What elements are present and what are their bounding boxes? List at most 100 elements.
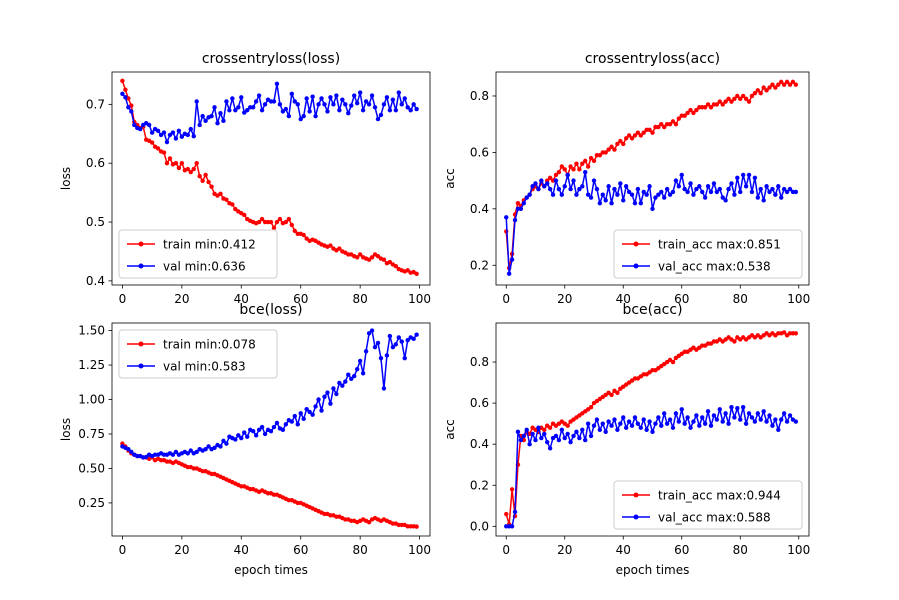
plot-3-point-1-35: val_acc max:0.588 [35]: 0.51 (606, 419, 611, 424)
plot-1-point-1-19: val_acc max:0.538 [19]: 0.45 (559, 192, 565, 197)
plot-3-legend: train_acc max:0.944 val_acc max:0.588 (613, 480, 803, 530)
plot-0-point-1-63: val min:0.636 [63]: 0.688 (307, 109, 312, 114)
plot-0-point-0-90: train min:0.412 [90]: 0.432 (387, 259, 393, 265)
plot-3-point-1-10: val_acc max:0.588 [10]: 0.42 (533, 437, 538, 443)
plot-3-point-1-62: val_acc max:0.588 [62]: 0.53 (685, 415, 690, 420)
plot-1-point-1-59: val_acc max:0.538 [59]: 0.48 (676, 184, 682, 189)
plot-3-point-0-38: train_acc max:0.944 [38]: 0.65 (615, 390, 620, 396)
plot-0-point-1-65: val min:0.636 [65]: 0.68 (313, 113, 318, 119)
plot-3-point-1-69: val_acc max:0.588 [69]: 0.56 (705, 409, 711, 414)
plot-1-point-0-17: train_acc max:0.851 [17]: 0.52 (553, 172, 559, 178)
plot-2-point-1-22: val min:0.583 [22]: 0.61 (185, 451, 190, 456)
plot-0-point-1-35: val min:0.636 [35]: 0.705 (224, 99, 229, 104)
plot-1-point-0-68: train_acc max:0.851 [68]: 0.76 (702, 105, 708, 110)
plot-1-point-1-85: val_acc max:0.538 [85]: 0.51 (752, 175, 758, 180)
plot-1-point-1-97: val_acc max:0.538 [97]: 0.47 (787, 186, 793, 192)
plot-0-legend: train min:0.412 val min:0.636 (118, 229, 278, 279)
plot-1-point-0-93: train_acc max:0.851 [93]: 0.84 (776, 82, 781, 87)
plot-0-point-0-41: train min:0.412 [41]: 0.512 (242, 212, 247, 218)
plot-3-point-0-2: train_acc max:0.944 [2]: 0.18 (509, 487, 515, 492)
plot-0-xtick-label-3: 60 (293, 292, 308, 306)
plot-0-point-1-4: val min:0.636 [4]: 0.665 (132, 122, 137, 128)
plot-2-point-1-98: val min:0.583 [98]: 1.44 (411, 336, 416, 342)
plot-3-point-1-19: val_acc max:0.588 [19]: 0.47 (559, 427, 565, 433)
plot-0-point-1-30: val min:0.636 [30]: 0.68 (209, 113, 214, 119)
plot-2-point-1-59: val min:0.583 [59]: 0.82 (295, 422, 300, 427)
plot-0-point-1-34: val min:0.636 [34]: 0.672 (221, 118, 226, 124)
plot-3-point-1-68: val_acc max:0.588 [68]: 0.5 (702, 421, 708, 426)
plot-0-point-0-53: train min:0.412 [53]: 0.505 (277, 216, 283, 222)
plot-1-point-1-42: val_acc max:0.538 [42]: 0.46 (626, 189, 632, 195)
plot-1-point-0-74: train_acc max:0.851 [74]: 0.77 (720, 102, 725, 107)
plot-1-point-1-55: val_acc max:0.538 [55]: 0.47 (664, 186, 670, 192)
plot-1-point-0-58: train_acc max:0.851 [58]: 0.7 (673, 121, 679, 127)
plot-3-point-1-91: val_acc max:0.588 [91]: 0.49 (770, 423, 775, 428)
plot-1-point-1-79: val_acc max:0.538 [79]: 0.51 (735, 175, 740, 180)
plot-1-point-1-29: val_acc max:0.538 [29]: 0.44 (588, 195, 594, 200)
plot-0-point-1-60: val min:0.636 [60]: 0.675 (298, 116, 303, 122)
plot-2-ytick-label-3: 1.00 (78, 393, 105, 407)
plot-1-point-1-54: val_acc max:0.538 [54]: 0.44 (662, 195, 667, 200)
plot-1-point-1-39: val_acc max:0.538 [39]: 0.49 (618, 181, 623, 186)
plot-1-point-1-30: val_acc max:0.538 [30]: 0.5 (591, 178, 597, 183)
plot-2-point-1-18: val min:0.583 [18]: 0.62 (173, 449, 179, 455)
plot-2-point-1-91: val min:0.583 [91]: 1.38 (390, 344, 396, 350)
plot-0-point-1-64: val min:0.636 [64]: 0.713 (310, 94, 315, 99)
plot-2-point-1-28: val min:0.583 [28]: 0.64 (203, 446, 208, 452)
plot-3-frame (495, 322, 810, 537)
plot-2-xtick-label-1: 20 (174, 543, 189, 557)
plot-1-xtick-label-1: 20 (557, 292, 572, 306)
plot-2-point-1-89: val min:0.583 [89]: 1.32 (384, 353, 390, 358)
plot-1-point-0-53: train_acc max:0.851 [53]: 0.7 (659, 121, 664, 127)
plot-3-point-1-72: val_acc max:0.588 [72]: 0.52 (714, 417, 720, 422)
plot-1-point-1-7: val_acc max:0.538 [7]: 0.44 (524, 195, 529, 200)
plot-2-point-1-80: val min:0.583 [80]: 1.28 (357, 358, 363, 364)
plot-3-point-1-87: val_acc max:0.588 [87]: 0.52 (758, 417, 763, 422)
plot-1-point-0-49: train_acc max:0.851 [49]: 0.68 (647, 127, 652, 133)
plot-1-ytick-label-1: 0.4 (470, 202, 489, 216)
plot-1-point-1-3: val_acc max:0.538 [3]: 0.36 (512, 217, 518, 223)
plot-1-point-0-63: train_acc max:0.851 [63]: 0.75 (688, 107, 693, 113)
plot-1-point-1-87: val_acc max:0.538 [87]: 0.47 (758, 186, 763, 192)
plot-1-point-0-79: train_acc max:0.851 [79]: 0.8 (735, 93, 740, 99)
plot-1-point-1-73: val_acc max:0.538 [73]: 0.47 (717, 186, 722, 192)
plot-2-point-1-29: val min:0.583 [29]: 0.66 (206, 444, 211, 449)
plot-1-xtick-label-5: 100 (787, 292, 810, 306)
plot-0-ytick-label-2: 0.6 (86, 156, 105, 170)
plot-2-point-1-50: val min:0.583 [50]: 0.77 (268, 429, 274, 434)
plot-1-point-1-37: val_acc max:0.538 [37]: 0.47 (612, 186, 617, 192)
plot-0-legend-box (118, 229, 278, 279)
plot-3-point-1-51: val_acc max:0.588 [51]: 0.5 (653, 421, 658, 426)
plot-0-point-0-35: train min:0.412 [35]: 0.538 (224, 197, 229, 202)
plot-0-xtick-label-0: 0 (119, 292, 127, 306)
plot-2-ytick-label-4: 1.25 (78, 358, 105, 372)
plot-3-point-1-64: val_acc max:0.588 [64]: 0.51 (691, 419, 696, 424)
plot-3-xlabel: epoch times (616, 563, 690, 577)
plot-1-legend-box (613, 229, 803, 279)
plot-1-point-0-73: train_acc max:0.851 [73]: 0.78 (717, 99, 722, 104)
plot-0-point-1-81: val min:0.636 [81]: 0.69 (360, 108, 366, 113)
plot-1-point-1-24: val_acc max:0.538 [24]: 0.45 (574, 192, 579, 197)
plot-1-point-0-61: train_acc max:0.851 [61]: 0.73 (682, 113, 687, 118)
plot-1-point-1-82: val_acc max:0.538 [82]: 0.48 (743, 184, 749, 189)
plot-1-point-1-26: val_acc max:0.538 [26]: 0.48 (580, 184, 585, 189)
plot-1-point-0-99: train_acc max:0.851 [99]: 0.84 (793, 82, 799, 87)
plot-1-point-1-43: val_acc max:0.538 [43]: 0.45 (629, 192, 635, 197)
plot-2-point-1-8: val min:0.583 [8]: 0.583 (143, 454, 149, 460)
plot-1-point-0-81: train_acc max:0.851 [81]: 0.8 (740, 93, 746, 99)
plot-0-point-1-9: val min:0.636 [9]: 0.665 (146, 122, 152, 128)
plot-0-point-0-70: train min:0.412 [70]: 0.46 (328, 243, 333, 248)
plot-3-point-1-58: val_acc max:0.588 [58]: 0.55 (673, 411, 679, 416)
plot-3-point-1-80: val_acc max:0.588 [80]: 0.52 (738, 417, 743, 422)
plot-1-point-0-91: train_acc max:0.851 [91]: 0.84 (770, 82, 775, 87)
plot-2-legend-label-0: train min:0.078 (163, 338, 256, 352)
plot-1-point-1-33: val_acc max:0.538 [33]: 0.45 (600, 192, 605, 197)
plot-0-point-1-75: val min:0.636 [75]: 0.7 (343, 102, 348, 107)
plot-2-point-1-38: val min:0.583 [38]: 0.71 (233, 437, 238, 442)
plot-3-xtick-label-4: 80 (733, 543, 748, 557)
plot-3-point-1-70: val_acc max:0.588 [70]: 0.49 (708, 423, 714, 428)
plot-1-point-0-92: train_acc max:0.851 [92]: 0.83 (773, 85, 778, 90)
plot-1-point-1-65: val_acc max:0.538 [65]: 0.47 (694, 186, 699, 192)
plot-0-point-1-78: val min:0.636 [78]: 0.715 (352, 93, 357, 98)
